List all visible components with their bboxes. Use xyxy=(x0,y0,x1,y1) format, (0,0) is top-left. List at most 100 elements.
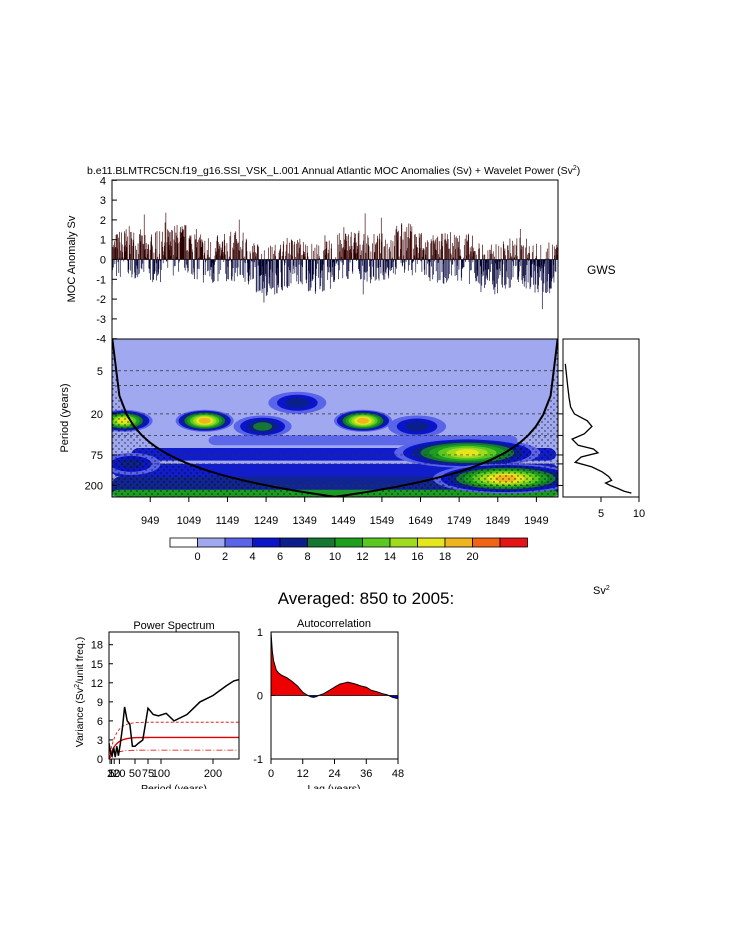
colorbar-label: 18 xyxy=(439,551,451,563)
wavelet-xtick-label: 1649 xyxy=(408,515,432,527)
power-spectrum-xtick-label: 5 xyxy=(109,768,115,780)
colorbar-swatch xyxy=(252,537,281,548)
colorbar-swatch xyxy=(224,537,253,548)
moc-ytick-label: 0 xyxy=(100,255,106,267)
power-spectrum-significance xyxy=(109,721,239,759)
colorbar-swatch xyxy=(279,537,308,548)
colorbar-swatch xyxy=(499,537,528,548)
moc-anomaly-yticks: 4 3 2 1 0 -1 -2 -3 -4 xyxy=(96,175,117,346)
wavelet-ytick-label: 200 xyxy=(85,480,103,492)
autocorrelation-title: Autocorrelation xyxy=(297,618,371,630)
wavelet-ytick-label: 20 xyxy=(91,409,103,421)
colorbar-swatch xyxy=(307,537,336,548)
wavelet-xtick-label: 1349 xyxy=(292,515,316,527)
moc-anomaly-ylabel: MOC Anomaly Sv xyxy=(66,215,78,302)
power-spectrum-ytick-label: 6 xyxy=(97,716,103,728)
autocorrelation-xtick-label: 36 xyxy=(360,768,372,780)
power-spectrum-xtick-label: 75 xyxy=(142,768,154,780)
power-spectrum-ytick-label: 15 xyxy=(91,659,103,671)
power-spectrum-ytick-label: 0 xyxy=(97,754,103,766)
colorbar-swatch xyxy=(362,537,391,548)
wavelet-xtick-label: 1549 xyxy=(370,515,394,527)
moc-anomaly-bars xyxy=(112,212,558,310)
colorbar-swatch xyxy=(334,537,363,548)
power-spectrum-red-noise xyxy=(109,749,239,759)
colorbar-label: 20 xyxy=(466,551,478,563)
power-spectrum-xtick-label: 50 xyxy=(129,768,141,780)
colorbar-label: 8 xyxy=(304,551,310,563)
wavelet-contour xyxy=(455,449,480,457)
wavelet-contour xyxy=(253,422,273,431)
power-spectrum-line xyxy=(109,678,239,759)
wavelet-contour xyxy=(198,417,211,424)
moc-ytick-label: -2 xyxy=(96,294,106,306)
moc-anomaly-panel: 4 3 2 1 0 -1 -2 -3 -4 MOC Anomaly Sv xyxy=(66,175,559,346)
power-spectrum-ytick-label: 9 xyxy=(97,697,103,709)
wavelet-contour xyxy=(357,417,369,424)
colorbar-swatch xyxy=(417,537,446,548)
power-spectrum-ytick-label: 18 xyxy=(91,640,103,652)
crop-mask xyxy=(60,789,460,809)
autocorrelation-line xyxy=(271,632,398,700)
wavelet-xtick-label: 1049 xyxy=(177,515,201,527)
gws-panel: 5 10 xyxy=(558,338,645,520)
colorbar-label: 0 xyxy=(194,551,200,563)
wavelet-ylabel: Period (years) xyxy=(59,383,71,452)
wavelet-xtick-label: 1749 xyxy=(447,515,471,527)
moc-ytick-label: 4 xyxy=(100,175,106,187)
gws-line xyxy=(564,363,632,494)
power-spectrum-xtick-label: 200 xyxy=(204,768,222,780)
wavelet-xtick-label: 1449 xyxy=(331,515,355,527)
moc-positive-bars xyxy=(112,212,558,260)
power-spectrum-xtick-label: 2 xyxy=(107,768,113,780)
autocorrelation-xtick-label: 12 xyxy=(297,768,309,780)
colorbar-swatch xyxy=(444,537,473,548)
wavelet-xtick-label: 1149 xyxy=(216,515,240,527)
colorbar-label: 16 xyxy=(411,551,423,563)
moc-ytick-label: 3 xyxy=(100,195,106,207)
gws-xtick-label: 10 xyxy=(633,508,645,520)
moc-ytick-label: 2 xyxy=(100,215,106,227)
wavelet-contour xyxy=(405,421,429,432)
wavelet-contour xyxy=(285,397,310,408)
moc-ytick-label: 1 xyxy=(100,235,106,247)
power-spectrum-red-noise xyxy=(109,736,239,759)
cone-of-influence-stipple xyxy=(112,339,558,497)
autocorrelation-xticks: 0 12 24 36 48 xyxy=(268,759,404,780)
power-spectrum-xtick-label: 10 xyxy=(108,768,120,780)
averaged-title: Averaged: 850 to 2005: xyxy=(278,589,454,608)
colorbar-label: 14 xyxy=(384,551,396,563)
colorbar-label: 10 xyxy=(329,551,341,563)
moc-ytick-label: -3 xyxy=(96,314,106,326)
colorbar-swatch xyxy=(197,537,226,548)
power-spectrum-xtick-label: 100 xyxy=(152,768,170,780)
power-spectrum-ytick-label: 3 xyxy=(97,735,103,747)
figure-title: b.e11.BLMTRC5CN.f19_g16.SSI_VSK_L.001 An… xyxy=(87,165,580,177)
power-spectrum-title: Power Spectrum xyxy=(133,620,214,632)
power-spectrum-xtick-label: 20 xyxy=(113,768,125,780)
autocorrelation-positive-area xyxy=(271,632,398,696)
gws-xtick-label: 5 xyxy=(598,508,604,520)
power-spectrum-yticks: 0 3 6 9 12 15 18 xyxy=(91,640,113,766)
power-spectrum-frame xyxy=(108,631,240,760)
wavelet-ytick-label: 75 xyxy=(91,450,103,462)
gws-frame xyxy=(562,338,640,498)
wavelet-ytick-label: 5 xyxy=(97,366,103,378)
wavelet-frame xyxy=(111,338,559,498)
autocorrelation-ytick-label: 1 xyxy=(257,627,263,639)
gws-ticks: 5 10 xyxy=(558,370,645,520)
colorbar-swatch xyxy=(472,537,501,548)
moc-ytick-label: -1 xyxy=(96,274,106,286)
colorbar-swatch xyxy=(389,537,418,548)
sv2-label: Sv2 xyxy=(593,585,610,597)
colorbar-label: 4 xyxy=(249,551,255,563)
wavelet-xticks: 949 1049 1149 1249 1349 1449 1549 1649 1749 1849 1… xyxy=(141,497,549,527)
power-spectrum-ylabel: Variance (Sv2/unit freq.) xyxy=(74,637,86,748)
wavelet-xtick-label: 1949 xyxy=(524,515,548,527)
colorbar: 0 2 4 6 8 10 12 14 16 18 20 xyxy=(169,537,528,563)
autocorrelation-negative-area xyxy=(271,695,398,699)
power-spectrum-ytick-label: 12 xyxy=(91,678,103,690)
